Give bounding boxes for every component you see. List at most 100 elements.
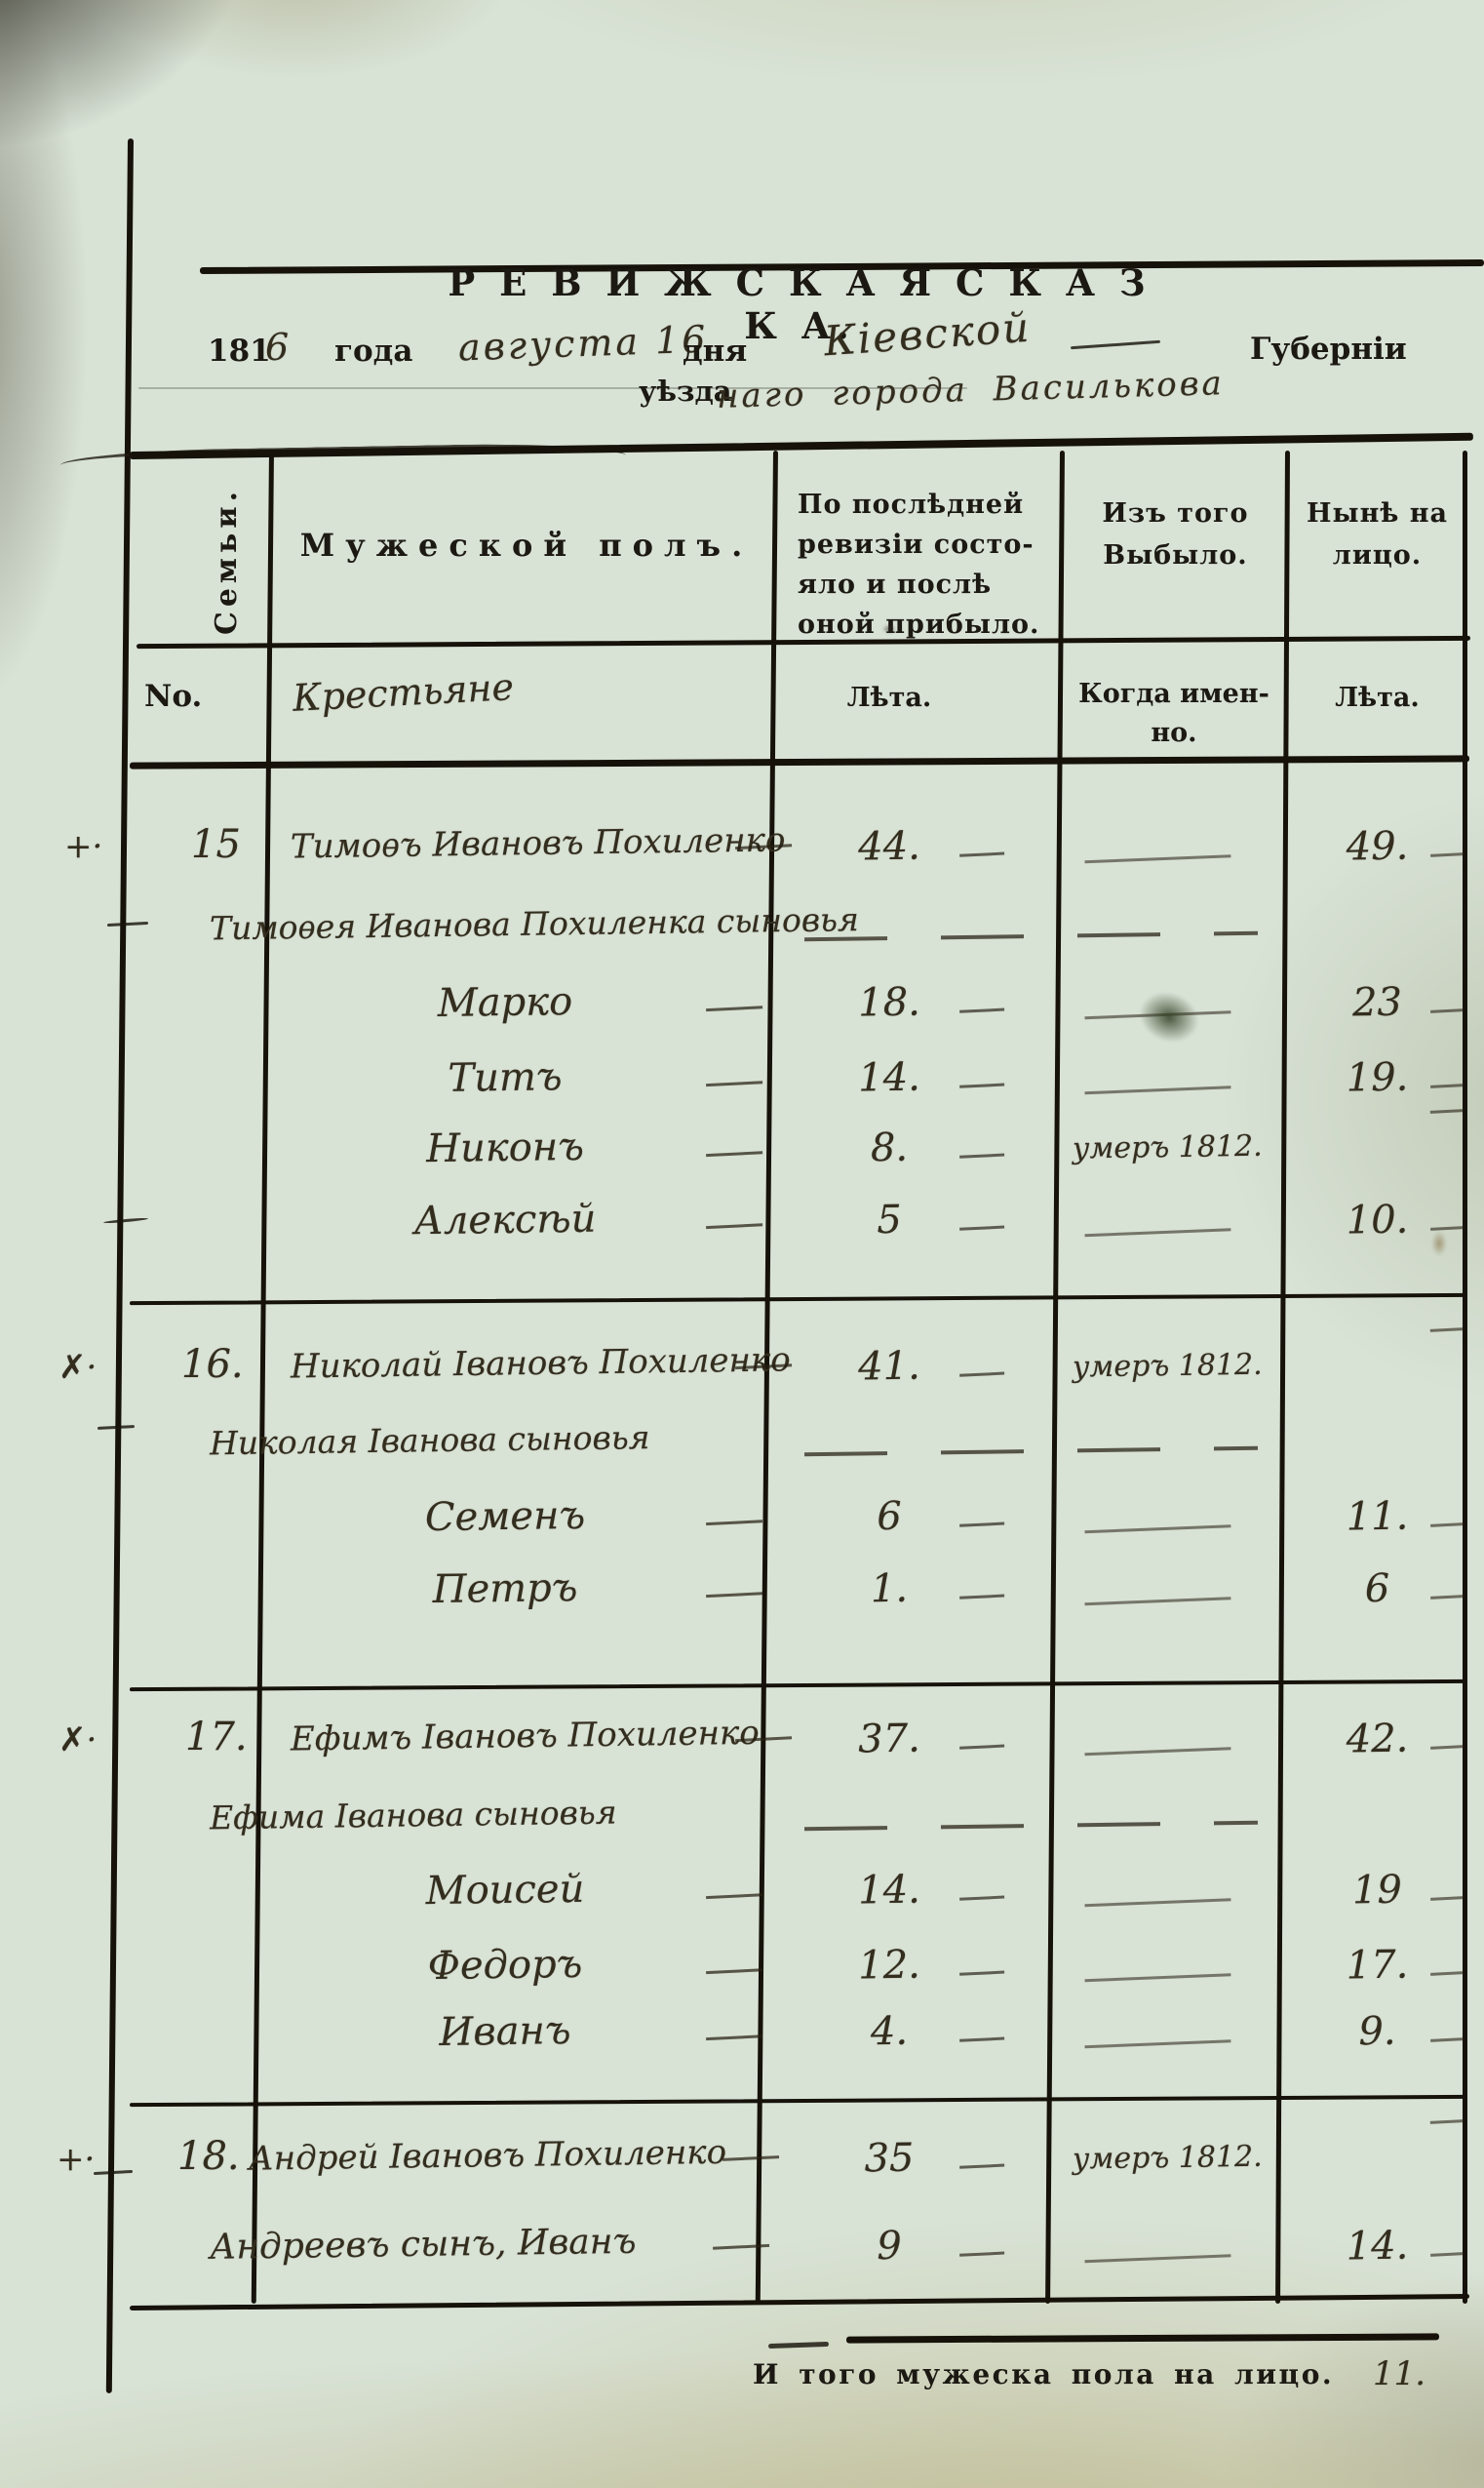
age-last-revision: 8.	[792, 1125, 988, 1172]
table-row: Ефима Іванова сыновья	[0, 1793, 1484, 1865]
age-last-revision: 37.	[792, 1716, 988, 1763]
day-word: дня	[683, 334, 748, 369]
header-line: Выбыло.	[1103, 540, 1248, 571]
family-separator	[130, 2094, 1467, 2108]
departed-note	[1073, 1054, 1279, 1062]
age-last-revision: 41.	[792, 1343, 988, 1391]
margin-mark: +·	[64, 827, 103, 866]
sons-subheading: Николая Іванова сыновья	[209, 1418, 650, 1463]
age-last-revision: 18.	[792, 979, 988, 1027]
margin-mark: ✗·	[59, 1348, 98, 1387]
departed-note	[1073, 2223, 1279, 2231]
family-number: 16.	[181, 1342, 244, 1387]
age-now: 23	[1297, 979, 1459, 1026]
header-line: По послѣдней	[798, 490, 1025, 520]
header-present-column: Нынѣ на лицо.	[1292, 493, 1463, 576]
sons-subheading: Тимоѳея Иванова Похиленка сыновья	[209, 900, 860, 948]
person-name: Семенъ	[261, 1491, 750, 1543]
subheader-category-handwritten: Крестьяне	[292, 665, 515, 720]
age-last-revision: 12.	[792, 1942, 988, 1990]
age-now: 14.	[1297, 2223, 1459, 2270]
header-line: ревизіи состо-	[798, 530, 1035, 560]
margin-mark: +·	[57, 2140, 96, 2179]
age-now: 17.	[1297, 1942, 1459, 1989]
person-name: Тимоѳъ Ивановъ Похиленко	[290, 820, 786, 867]
departed-note	[1073, 1867, 1279, 1875]
table-row: Петръ 1. 6	[0, 1563, 1484, 1637]
header-last-revision-column: По послѣдней ревизіи состо- яло и послѣ …	[798, 485, 1056, 645]
page-title: Р Е В И Ж С К А Я С К А З К А.	[448, 261, 1152, 347]
footer-total-label: И того мужеска пола на лицо.	[753, 2358, 1335, 2390]
ink-dash-line	[803, 1445, 1259, 1457]
table-row: Андреевъ сынъ, Иванъ 9 14.	[0, 2222, 1484, 2294]
footer-total-rule	[845, 2333, 1440, 2344]
person-name: Иванъ	[261, 2006, 750, 2058]
departed-note: умеръ 1812.	[1072, 2139, 1263, 2177]
province-word: Губерніи	[1250, 332, 1407, 367]
header-line: Когда имен-	[1078, 679, 1269, 709]
header-family-column: Семьи.	[209, 486, 244, 636]
header-departed-column: Изъ того Выбыло.	[1071, 493, 1280, 576]
person-name: Андрей Івановъ Похиленко	[249, 2132, 766, 2179]
table-row: Федоръ 12. 17.	[0, 1940, 1484, 2013]
table-row: Марко 18. 23	[0, 977, 1484, 1050]
uyezd-word: уѣзда	[639, 375, 732, 408]
departed-note	[1073, 1716, 1279, 1723]
person-name: Николай Івановъ Похиленко	[290, 1340, 791, 1387]
table-row: Моисей 14. 19	[0, 1865, 1484, 1938]
family-separator	[130, 1292, 1467, 1306]
age-last-revision: 1.	[792, 1565, 988, 1613]
ink-dash-line	[803, 1820, 1259, 1832]
age-now	[1297, 1125, 1458, 1126]
departed-note: умеръ 1812.	[1072, 1347, 1263, 1385]
age-now	[1297, 1343, 1458, 1345]
paper-speck	[882, 624, 896, 634]
table-row: Тимоѳея Иванова Похиленка сыновья	[0, 900, 1484, 975]
person-name: Алексѣй	[261, 1195, 750, 1246]
departed-note	[1073, 979, 1279, 987]
table-row: Николая Іванова сыновья	[0, 1418, 1484, 1490]
departed-note	[1073, 823, 1279, 831]
ink-dash-line	[803, 930, 1259, 942]
subheader-bottom-rule	[129, 755, 1470, 770]
footer-total-handwritten: 11.	[1373, 2354, 1426, 2393]
family-number: 15	[191, 822, 241, 867]
person-name: Моисей	[261, 1865, 750, 1916]
uyezd-handwritten: наго города Василькова	[716, 364, 1226, 416]
table-row: Никонъ 8. умеръ 1812.	[0, 1125, 1484, 1196]
table-row: Семенъ 6 11.	[0, 1491, 1484, 1564]
person-name: Марко	[261, 977, 750, 1029]
year-printed: 181	[208, 334, 271, 369]
year-handwritten: 6	[265, 326, 290, 369]
person-name: Петръ	[261, 1563, 750, 1615]
table-row: Ефимъ Івановъ Похиленко 37. 42.	[0, 1714, 1484, 1787]
header-male-column: Мужеской полъ.	[299, 527, 754, 564]
age-last-revision: 6	[792, 1493, 988, 1541]
person-name: Андреевъ сынъ, Иванъ	[210, 2220, 757, 2268]
age-now	[1297, 2135, 1458, 2137]
subheader-when-label: Когда имен- но.	[1068, 675, 1280, 753]
header-line: яло и послѣ	[798, 570, 993, 600]
table-row: Алексѣй 5 10.	[0, 1195, 1484, 1268]
age-now: 11.	[1297, 1493, 1459, 1540]
table-row: Николай Івановъ Похиленко 41. умеръ 1812…	[0, 1340, 1484, 1414]
age-now: 42.	[1297, 1716, 1459, 1762]
margin-mark: ✗·	[59, 1720, 98, 1759]
header-line: лицо.	[1332, 540, 1423, 571]
date-underline	[138, 387, 967, 389]
paper-speck	[1431, 1231, 1447, 1256]
age-last-revision: 44.	[792, 823, 988, 871]
person-name: Ефимъ Івановъ Похиленко	[291, 1714, 779, 1759]
subheader-years-label: Лѣта.	[1335, 683, 1420, 713]
departed-note	[1073, 1942, 1279, 1950]
departed-note: умеръ 1812.	[1072, 1128, 1263, 1166]
age-now: 9.	[1297, 2008, 1459, 2055]
table-bottom-rule	[130, 2294, 1469, 2310]
person-name: Титъ	[261, 1052, 750, 1104]
header-line: Изъ того	[1102, 498, 1249, 529]
month-day-handwritten: августа 16	[457, 317, 710, 370]
table-row: Титъ 14. 19.	[0, 1052, 1484, 1126]
age-now: 49.	[1297, 823, 1459, 870]
header-line: Нынѣ на	[1307, 498, 1448, 529]
person-name: Федоръ	[261, 1940, 750, 1992]
